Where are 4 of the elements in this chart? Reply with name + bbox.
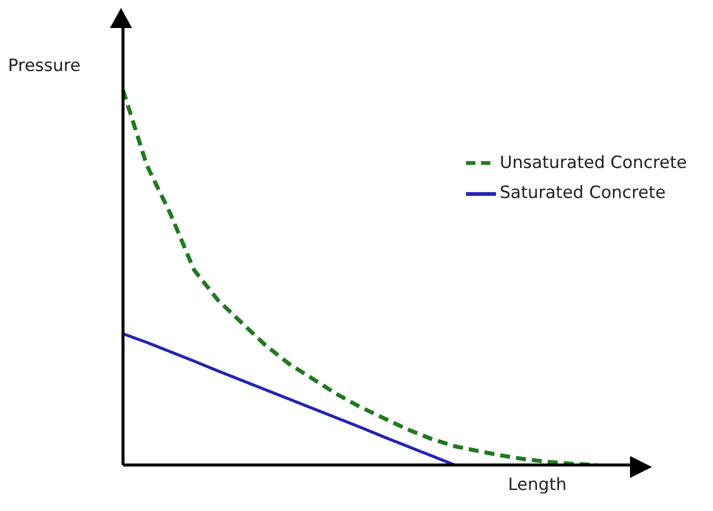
y-axis-title: Pressure (8, 56, 81, 76)
legend-label: Saturated Concrete (500, 183, 666, 204)
legend-label: Unsaturated Concrete (500, 153, 687, 173)
x-axis-title: Length (508, 475, 567, 495)
